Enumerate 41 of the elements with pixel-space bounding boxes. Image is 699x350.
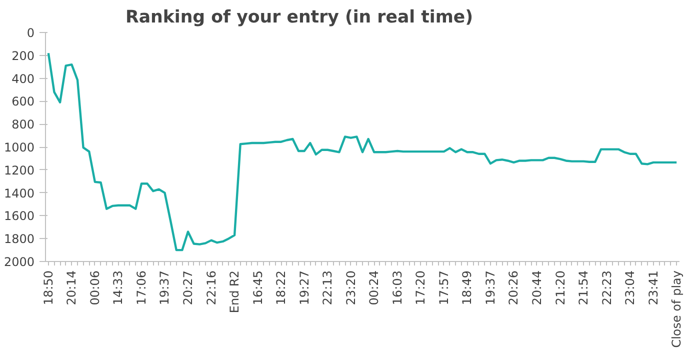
x-tick-label: 21:54	[576, 270, 591, 306]
x-tick-label: 19:27	[297, 270, 312, 306]
x-tick-label: Close of play	[670, 270, 684, 348]
x-tick-label: 16:03	[390, 270, 404, 306]
x-tick-label: 21:20	[553, 270, 568, 306]
x-tick-label: 19:37	[158, 270, 172, 306]
y-tick-label: 1200	[4, 163, 35, 178]
x-tick-label: 20:14	[64, 270, 79, 306]
x-tick-label: 18:22	[274, 270, 288, 306]
x-tick-label: 00:06	[88, 270, 102, 306]
y-tick-label: 400	[12, 72, 34, 86]
x-tick-label: 22:13	[320, 270, 335, 306]
y-tick-label: 2000	[4, 255, 35, 269]
y-tick-label: 800	[12, 118, 34, 132]
chart-title: Ranking of your entry (in real time)	[126, 8, 474, 28]
x-tick-label: End R2	[228, 270, 242, 314]
x-tick-label: 23:04	[623, 270, 638, 306]
x-tick-label: 00:24	[367, 270, 382, 306]
x-tick-label: 17:06	[134, 270, 148, 306]
x-tick-label: 18:50	[41, 270, 56, 306]
x-tick-label: 17:57	[436, 270, 451, 306]
x-tick-label: 23:41	[646, 270, 660, 306]
x-tick-label: 22:16	[204, 270, 218, 306]
x-tick-label: 14:33	[111, 270, 126, 306]
line-series	[47, 52, 678, 252]
y-tick-label: 1600	[4, 209, 35, 224]
x-tick-label: 16:45	[250, 270, 265, 306]
y-tick-label: 0	[26, 26, 35, 40]
y-tick-label: 1000	[4, 140, 35, 154]
y-tick-label: 1800	[4, 232, 35, 246]
x-tick-label: 19:37	[483, 270, 498, 306]
x-tick-label: 20:26	[506, 270, 521, 306]
x-tick-label: 18:49	[460, 270, 474, 306]
x-tick-label: 20:44	[530, 270, 544, 306]
x-tick-label: 17:20	[414, 270, 428, 306]
y-tick-label: 600	[12, 94, 34, 109]
y-tick-label: 200	[12, 48, 34, 63]
y-tick-label: 1400	[4, 186, 35, 200]
x-tick-label: 23:20	[344, 270, 358, 306]
x-tick-label: 22:23	[600, 270, 614, 306]
x-tick-label: 20:27	[181, 270, 196, 306]
